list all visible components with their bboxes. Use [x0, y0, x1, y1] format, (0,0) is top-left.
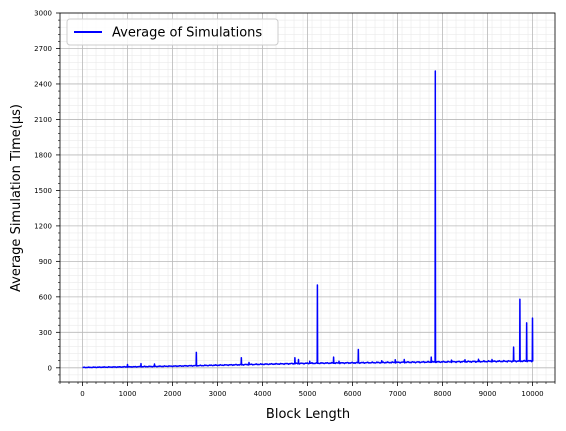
x-tick-label: 2000 [164, 390, 182, 398]
y-tick-label: 1500 [34, 187, 52, 195]
x-tick-label: 0 [80, 390, 84, 398]
x-tick-label: 5000 [299, 390, 317, 398]
series-layer [82, 70, 534, 369]
x-tick-label: 7000 [389, 390, 407, 398]
y-tick-label: 2400 [34, 80, 52, 88]
legend-box [66, 18, 279, 46]
x-tick-label: 4000 [254, 390, 272, 398]
y-tick-label: 2100 [34, 116, 52, 124]
legend: Average of Simulations [66, 18, 279, 46]
y-tick-label: 300 [39, 329, 52, 337]
x-tick-label: 9000 [479, 390, 497, 398]
x-tick-label: 3000 [209, 390, 227, 398]
y-tick-label: 2700 [34, 45, 52, 53]
y-tick-label: 900 [39, 258, 52, 266]
y-tick-label: 3000 [34, 10, 52, 18]
x-tick-label: 8000 [434, 390, 452, 398]
series-line-average-of-simulations [82, 70, 534, 369]
y-tick-label: 1800 [34, 151, 52, 159]
x-tick-label: 6000 [344, 390, 362, 398]
y-axis-title: Average Simulation Time(µs) [9, 104, 24, 292]
y-tick-label: 1200 [34, 222, 52, 230]
x-tick-label: 1000 [119, 390, 137, 398]
y-tick-label: 600 [39, 293, 52, 301]
x-axis-ticks: 0 1000 2000 3000 4000 5000 6000 7000 8000 9000 100… [59, 382, 556, 398]
y-tick-label: 0 [48, 364, 52, 372]
x-axis-title: Block Length [266, 407, 350, 422]
legend-label-average-of-simulations: Average of Simulations [112, 26, 262, 41]
x-tick-label: 10000 [521, 390, 543, 398]
y-axis-ticks: 0 300 600 900 1200 1500 1800 2100 2400 2700 3000 [34, 10, 60, 383]
